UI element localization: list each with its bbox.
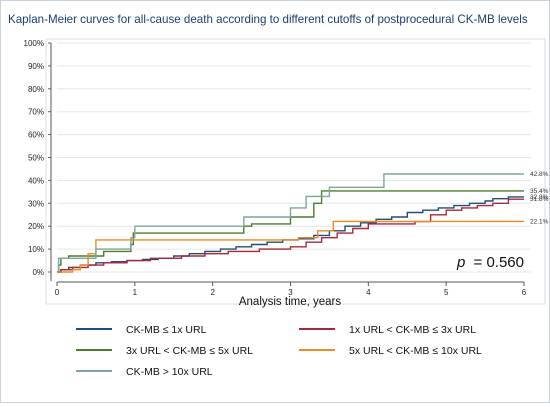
legend: CK-MB ≤ 1x URL 1x URL < CK-MB ≤ 3x URL 3x … bbox=[76, 324, 482, 378]
y-tick-label: 20% bbox=[28, 222, 44, 231]
series-line-4 bbox=[57, 220, 524, 273]
legend-item-3: 3x URL < CK-MB ≤ 5x URL bbox=[76, 345, 253, 357]
end-labels: 32.8%31.8%35.4% 22.1% 42.8% bbox=[530, 171, 549, 225]
y-tick-label: 0% bbox=[32, 268, 44, 277]
series-line-5 bbox=[57, 173, 524, 273]
y-axis: 0% 10% 20% 30% 40% 50% 60% 70% 80% 90% 100% bbox=[24, 39, 52, 281]
chart-title: Kaplan-Meier curves for all-cause death … bbox=[8, 13, 528, 26]
p-symbol: p bbox=[456, 254, 465, 271]
x-tick-label: 3 bbox=[288, 288, 293, 297]
end-label-1: 32.8% bbox=[530, 194, 549, 201]
y-tick-label: 60% bbox=[28, 131, 44, 140]
end-label-4: 22.1% bbox=[530, 218, 549, 225]
series-lines bbox=[57, 173, 524, 273]
end-label-5: 42.8% bbox=[530, 171, 549, 178]
series-line-2 bbox=[57, 198, 524, 273]
legend-label: CK-MB > 10x URL bbox=[126, 366, 213, 378]
y-tick-label: 30% bbox=[28, 199, 44, 208]
x-axis: 0 1 2 3 4 5 6 bbox=[55, 281, 527, 297]
y-tick-label: 100% bbox=[24, 39, 44, 48]
end-label-3: 35.4% bbox=[530, 188, 549, 195]
legend-label: CK-MB ≤ 1x URL bbox=[126, 324, 207, 336]
x-tick-label: 6 bbox=[522, 288, 527, 297]
y-tick-label: 80% bbox=[28, 85, 44, 94]
legend-label: 1x URL < CK-MB ≤ 3x URL bbox=[349, 324, 476, 336]
x-tick-label: 5 bbox=[444, 288, 449, 297]
y-tick-label: 40% bbox=[28, 176, 44, 185]
y-tick-label: 90% bbox=[28, 62, 44, 71]
x-tick-label: 2 bbox=[210, 288, 215, 297]
legend-item-2: 1x URL < CK-MB ≤ 3x URL bbox=[299, 324, 476, 336]
y-tick-label: 10% bbox=[28, 245, 44, 254]
legend-label: 3x URL < CK-MB ≤ 5x URL bbox=[126, 345, 253, 357]
p-value-annotation: p = 0.560 bbox=[456, 254, 524, 271]
series-line-1 bbox=[57, 196, 524, 273]
x-tick-label: 1 bbox=[133, 288, 138, 297]
series-line-3 bbox=[57, 190, 524, 273]
legend-label: 5x URL < CK-MB ≤ 10x URL bbox=[349, 345, 482, 357]
x-tick-label: 0 bbox=[55, 288, 60, 297]
legend-item-1: CK-MB ≤ 1x URL bbox=[76, 324, 207, 336]
x-tick-label: 4 bbox=[366, 288, 371, 297]
legend-item-5: CK-MB > 10x URL bbox=[76, 366, 213, 378]
end-label-2: 31.8% bbox=[530, 196, 549, 203]
p-value: = 0.560 bbox=[474, 254, 524, 271]
plot-area bbox=[45, 38, 546, 305]
legend-item-4: 5x URL < CK-MB ≤ 10x URL bbox=[299, 345, 482, 357]
y-tick-label: 70% bbox=[28, 108, 44, 117]
y-tick-label: 50% bbox=[28, 154, 44, 163]
x-axis-label: Analysis time, years bbox=[239, 296, 342, 308]
